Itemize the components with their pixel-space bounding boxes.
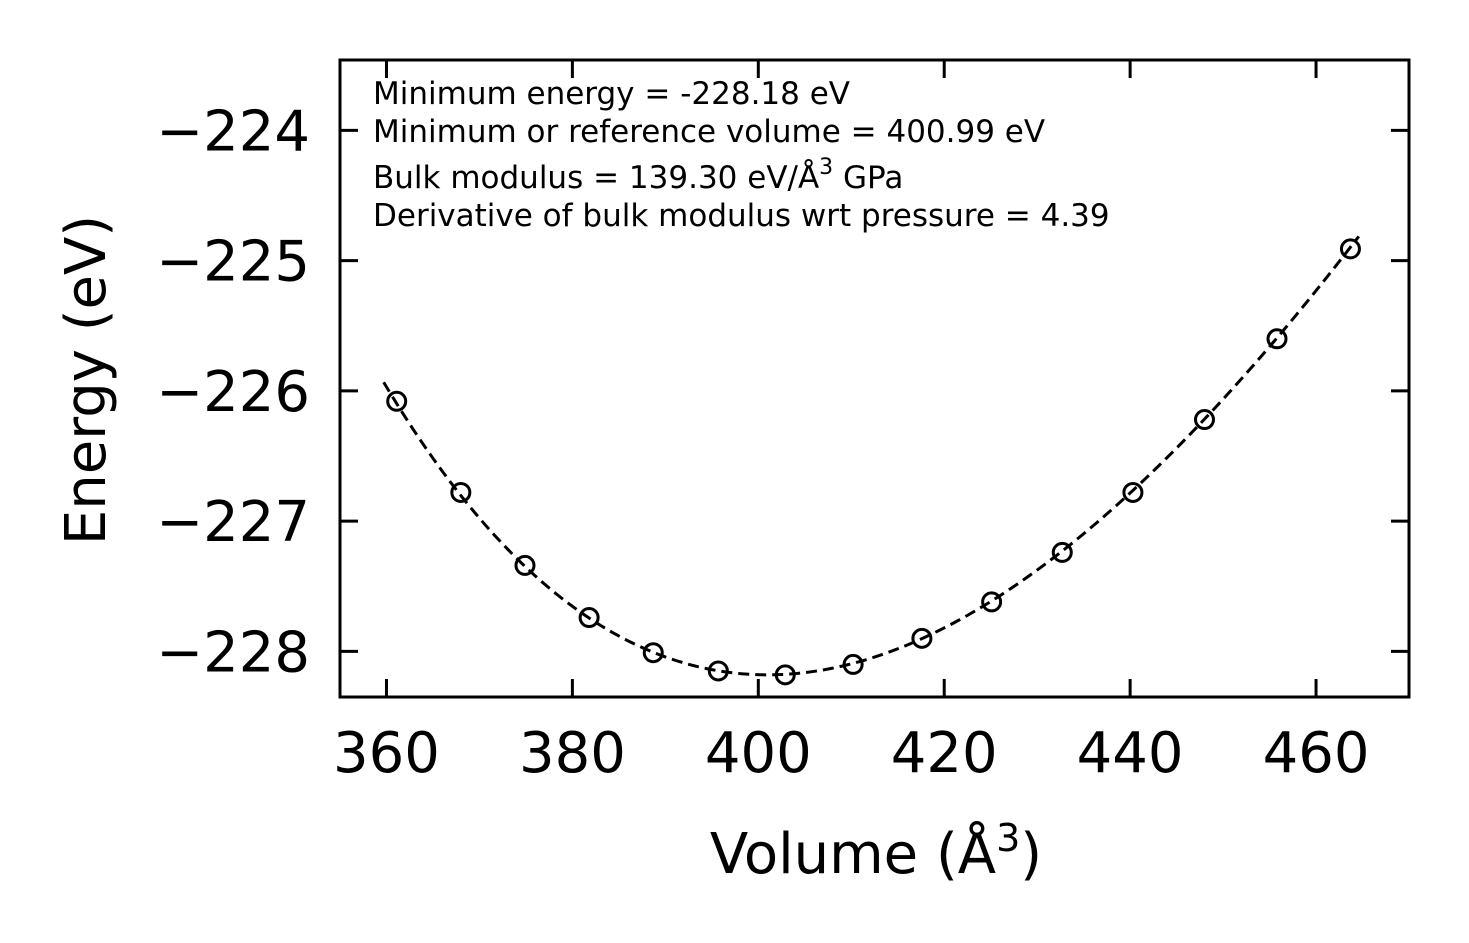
- data-point: [386, 390, 408, 412]
- annotation-ref-volume: Minimum or reference volume = 400.99 eV: [373, 114, 1045, 150]
- data-point: [1193, 409, 1215, 431]
- x-axis-title-main: Volume (Å: [710, 821, 996, 887]
- data-point: [514, 554, 536, 576]
- y-tick-label: −225: [156, 230, 310, 295]
- ticks-layer: 360 380 400 420 440 460 −224 −225 −226 −227 −228: [156, 60, 1409, 786]
- x-axis-title-end: ): [1020, 822, 1042, 887]
- fit-curve-layer: [382, 235, 1360, 677]
- x-tick-label: 440: [1077, 721, 1184, 786]
- y-tick-label: −226: [156, 360, 310, 425]
- x-axis-title: Volume (Å3): [710, 816, 1042, 887]
- data-point: [981, 591, 1003, 613]
- annotation-bulk-modulus-sup: 3: [819, 155, 833, 180]
- data-point: [642, 642, 664, 664]
- annotation-bulk-modulus-unit: GPa: [833, 160, 903, 196]
- annotation-block: Minimum energy = -228.18 eV Minimum or r…: [373, 76, 1110, 234]
- data-point: [578, 607, 600, 629]
- x-tick-label: 400: [705, 721, 812, 786]
- data-point: [450, 481, 472, 503]
- annotation-bulk-derivative: Derivative of bulk modulus wrt pressure …: [373, 198, 1110, 234]
- x-tick-label: 420: [891, 721, 998, 786]
- data-point: [707, 660, 729, 682]
- plot-frame: [338, 58, 1411, 699]
- data-point: [842, 653, 864, 675]
- y-tick-label: −224: [156, 99, 310, 164]
- annotation-bulk-modulus: Bulk modulus = 139.30 eV/Å3 GPa: [373, 155, 903, 196]
- y-tick-label: −228: [156, 620, 310, 685]
- x-tick-label: 360: [333, 721, 440, 786]
- data-point: [1051, 541, 1073, 563]
- data-point: [1266, 328, 1288, 350]
- data-point: [1122, 481, 1144, 503]
- x-tick-label: 460: [1263, 721, 1370, 786]
- x-axis-title-sup: 3: [996, 816, 1020, 860]
- data-point: [1339, 238, 1361, 260]
- annotation-min-energy: Minimum energy = -228.18 eV: [373, 76, 850, 112]
- y-tick-label: −227: [156, 490, 310, 555]
- data-point: [911, 627, 933, 649]
- fit-curve-line: [382, 235, 1360, 677]
- data-point: [774, 664, 796, 686]
- annotation-bulk-modulus-main: Bulk modulus = 139.30 eV/Å: [373, 160, 819, 196]
- y-axis-title: Energy (eV): [54, 215, 119, 545]
- data-points-layer: [386, 238, 1361, 686]
- x-tick-label: 380: [519, 721, 626, 786]
